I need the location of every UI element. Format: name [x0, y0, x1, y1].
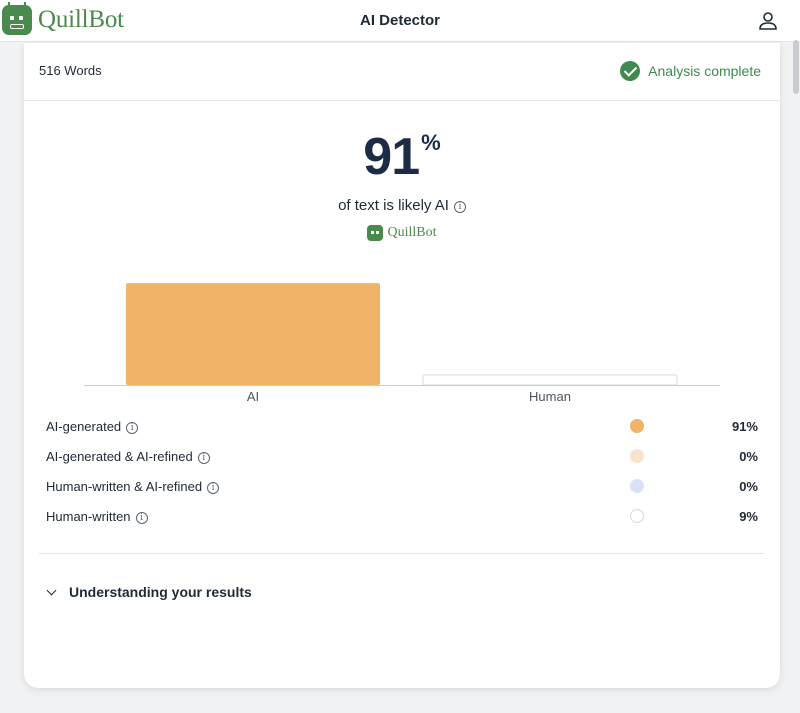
- result-legend: AI-generated i 91% AI-generated & AI-refi…: [46, 415, 758, 535]
- chevron-down-icon: [46, 585, 57, 595]
- legend-row-ai-refined: AI-generated & AI-refined i 0%: [46, 445, 758, 475]
- legend-label: Human-written & AI-refined i: [46, 479, 220, 494]
- legend-swatch: [630, 449, 644, 463]
- legend-label: Human-written i: [46, 509, 148, 524]
- result-bar-chart: [84, 283, 720, 386]
- quillbot-logo-icon: [2, 2, 32, 35]
- quillbot-watermark: QuillBot: [24, 225, 780, 241]
- legend-value: 0%: [739, 479, 758, 494]
- legend-row-human-written: Human-written i 9%: [46, 505, 758, 535]
- legend-row-ai-generated: AI-generated i 91%: [46, 415, 758, 445]
- info-icon[interactable]: i: [197, 452, 210, 464]
- brand-name: QuillBot: [38, 6, 124, 33]
- bar-human: [422, 374, 678, 386]
- info-icon[interactable]: i: [126, 422, 139, 434]
- quillbot-mini-icon: [367, 225, 384, 241]
- score-subtitle: of text is likely AI i: [24, 197, 780, 214]
- bar-label-human: Human: [529, 389, 571, 404]
- ai-score: 91%: [24, 127, 780, 187]
- score-subtitle-text: of text is likely AI: [338, 197, 449, 214]
- analysis-status: Analysis complete: [620, 61, 761, 81]
- legend-swatch: [630, 419, 644, 433]
- legend-label: AI-generated & AI-refined i: [46, 449, 210, 464]
- info-icon[interactable]: i: [207, 482, 220, 494]
- quillbot-logo[interactable]: QuillBot: [2, 2, 124, 35]
- word-count: 516 Words: [39, 63, 102, 78]
- score-value: 91: [363, 128, 420, 186]
- user-icon[interactable]: [756, 9, 780, 33]
- understanding-results-label: Understanding your results: [69, 584, 252, 600]
- top-bar: QuillBot AI Detector: [0, 0, 800, 42]
- legend-value: 0%: [739, 449, 758, 464]
- scrollbar-thumb[interactable]: [793, 40, 799, 94]
- status-text: Analysis complete: [648, 63, 761, 79]
- bar-ai: [126, 283, 380, 385]
- legend-row-human-ai-refined: Human-written & AI-refined i 0%: [46, 475, 758, 505]
- divider: [39, 553, 764, 554]
- check-circle-icon: [620, 61, 641, 81]
- info-icon[interactable]: i: [453, 201, 466, 213]
- legend-swatch: [630, 479, 644, 493]
- page-title: AI Detector: [359, 12, 441, 29]
- watermark-text: QuillBot: [387, 225, 437, 240]
- card-header: 516 Words Analysis complete: [24, 43, 780, 101]
- score-unit: %: [421, 130, 441, 155]
- result-card: 516 Words Analysis complete 91% of text …: [24, 43, 780, 688]
- legend-swatch: [630, 509, 644, 523]
- legend-value: 91%: [731, 419, 758, 434]
- info-icon[interactable]: i: [135, 512, 148, 524]
- legend-value: 9%: [739, 509, 758, 524]
- bar-label-ai: AI: [246, 389, 260, 404]
- understanding-results-toggle[interactable]: Understanding your results: [46, 584, 252, 600]
- legend-label: AI-generated i: [46, 419, 139, 434]
